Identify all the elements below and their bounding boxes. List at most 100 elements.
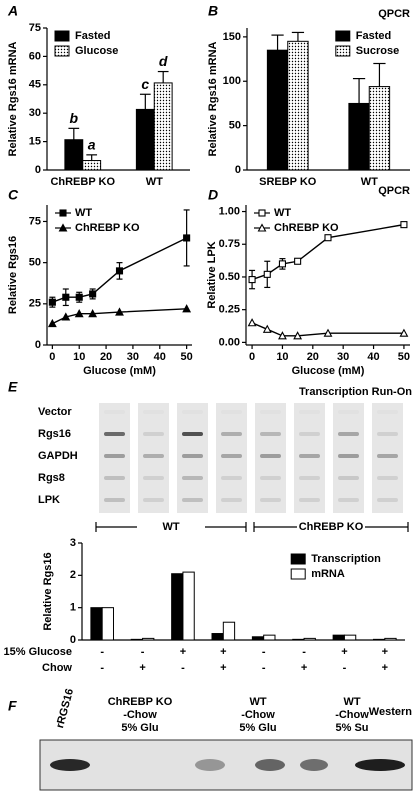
blot-row-label: Vector: [38, 406, 72, 418]
marker: [88, 309, 98, 318]
x-axis-label: Glucose (mM): [83, 365, 156, 377]
row-value: -: [262, 662, 266, 674]
marker: [400, 221, 408, 229]
row-value: +: [220, 646, 226, 658]
significance-letter: a: [88, 137, 96, 153]
significance-letter: d: [159, 53, 168, 69]
legend-label: Glucose: [75, 45, 118, 57]
bar: [303, 637, 316, 641]
blot-band: [182, 410, 203, 414]
y-tick-label: 0.25: [219, 304, 240, 316]
marker: [74, 309, 84, 318]
bar: [171, 573, 184, 641]
bar: [287, 40, 309, 171]
panel-letter: A: [7, 3, 18, 19]
row-label: 15% Glucose: [4, 646, 72, 658]
group-label: WT: [162, 521, 179, 533]
x-axis-label: Glucose (mM): [292, 365, 365, 377]
row-value: -: [262, 646, 266, 658]
y-axis-label: Relative Rgs16 mRNA: [207, 41, 219, 156]
x-tick-label: 10: [276, 351, 288, 363]
y-tick-label: 0: [35, 339, 41, 351]
blot-band: [260, 498, 281, 502]
row-value: +: [341, 646, 347, 658]
bar: [182, 571, 195, 641]
panel-letter: B: [208, 3, 218, 19]
x-tick-label: 20: [307, 351, 319, 363]
y-tick-label: 75: [29, 22, 41, 34]
legend-swatch: [335, 30, 351, 42]
blot-band: [377, 410, 398, 414]
group-label: ChREBP KO: [299, 521, 364, 533]
blot-band: [299, 454, 320, 458]
marker: [262, 324, 272, 333]
blot-band: [221, 454, 242, 458]
y-tick-label: 25: [29, 298, 41, 310]
y-tick-label: 0.50: [219, 271, 240, 283]
y-tick-label: 2: [70, 569, 76, 581]
blot-band: [182, 432, 203, 436]
bar: [292, 638, 305, 641]
panel-letter: D: [208, 187, 218, 203]
bar: [368, 86, 391, 171]
y-tick-label: 0.75: [219, 238, 240, 250]
x-tick-label: 30: [337, 351, 349, 363]
marker: [278, 260, 286, 268]
western-band: [255, 759, 285, 771]
x-tick-label: 30: [127, 351, 139, 363]
blot-band: [299, 410, 320, 414]
bar: [263, 634, 276, 641]
row-value: -: [302, 646, 306, 658]
blot-title: Transcription Run-On: [299, 386, 412, 398]
western-band: [195, 759, 225, 771]
lane-label: WT: [343, 696, 360, 708]
blot-band: [299, 476, 320, 480]
blot-band: [143, 432, 164, 436]
marker: [61, 312, 71, 321]
y-tick-label: 30: [29, 107, 41, 119]
blot-band: [182, 476, 203, 480]
blot-band: [143, 454, 164, 458]
blot-row-label: GAPDH: [38, 450, 78, 462]
x-tick-label: ChREBP KO: [50, 176, 115, 188]
y-tick-label: 0.00: [219, 336, 240, 348]
blot-band: [377, 476, 398, 480]
blot-band: [299, 432, 320, 436]
marker: [115, 267, 124, 275]
row-value: -: [343, 662, 347, 674]
blot-band: [221, 476, 242, 480]
row-value: -: [100, 646, 104, 658]
marker: [89, 290, 97, 298]
bar: [332, 634, 345, 641]
lane-label: WT: [249, 696, 266, 708]
marker: [247, 318, 257, 327]
x-tick-label: SREBP KO: [259, 176, 317, 188]
row-value: +: [220, 662, 226, 674]
blot-band: [377, 432, 398, 436]
legend-swatch: [290, 568, 306, 580]
y-axis-label: Relative Rgs16 mRNA: [7, 41, 19, 156]
marker: [399, 328, 409, 337]
blot-band: [338, 476, 359, 480]
lane-label: -Chow: [241, 709, 275, 721]
row-value: +: [382, 662, 388, 674]
x-tick-label: 0: [249, 351, 255, 363]
blot-band: [104, 410, 125, 414]
legend-label: Fasted: [75, 30, 110, 42]
blot-band: [338, 410, 359, 414]
blot-band: [260, 454, 281, 458]
significance-letter: b: [70, 110, 79, 126]
row-value: +: [139, 662, 145, 674]
blot-band: [338, 498, 359, 502]
blot-row-label: Rgs8: [38, 472, 65, 484]
blot-band: [143, 498, 164, 502]
lane-label: rRGS16: [54, 687, 76, 729]
panel-letter: C: [8, 187, 19, 203]
blot-band: [104, 454, 125, 458]
bar: [142, 637, 155, 641]
y-axis-label: Relative Rgs16: [42, 552, 54, 630]
x-tick-label: 20: [100, 351, 112, 363]
legend-swatch: [290, 553, 306, 565]
blot-band: [260, 410, 281, 414]
marker: [263, 270, 271, 278]
